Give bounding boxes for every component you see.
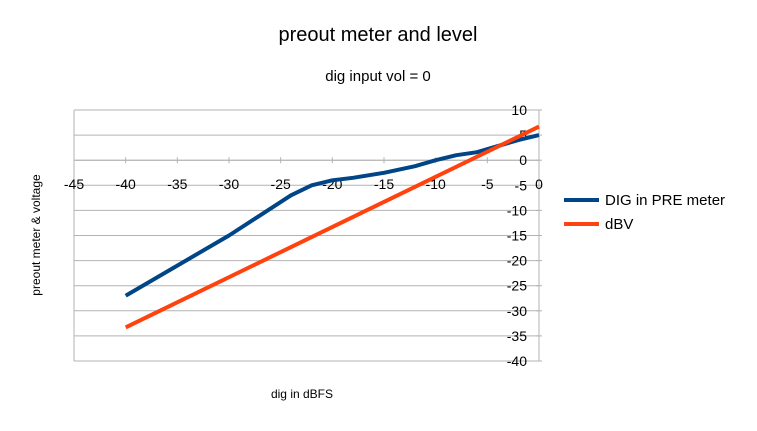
series-line-2 [124, 124, 540, 330]
grid [73, 109, 539, 362]
y-axis-label: preout meter & voltage [29, 174, 43, 296]
y-tick-label: -20 [507, 253, 527, 269]
x-tick-label: -30 [219, 176, 239, 192]
x-tick-label: -40 [116, 176, 136, 192]
chart-subtitle: dig input vol = 0 [325, 68, 431, 85]
legend-label-2: dBV [605, 216, 633, 233]
series-lines [124, 124, 540, 330]
x-tick-label: 0 [535, 176, 543, 192]
x-axis-label: dig in dBFS [271, 387, 333, 401]
y-tick-label: -5 [515, 177, 528, 193]
x-tick-label: -35 [167, 176, 187, 192]
y-tick-label: -40 [507, 353, 527, 369]
legend: DIG in PRE meter dBV [564, 192, 725, 233]
x-tick-label: -15 [374, 176, 394, 192]
y-tick-label: -35 [507, 328, 527, 344]
y-tick-label: -10 [507, 202, 527, 218]
y-tick-label: -15 [507, 228, 527, 244]
series-line-1 [124, 133, 540, 298]
y-tick-label: -25 [507, 278, 527, 294]
y-tick-label: 10 [511, 102, 527, 118]
x-tick-label: -25 [271, 176, 291, 192]
legend-label-1: DIG in PRE meter [605, 192, 725, 209]
chart-title: preout meter and level [278, 24, 477, 46]
y-tick-label: -30 [507, 303, 527, 319]
y-tick-label: 0 [519, 152, 527, 168]
x-tick-label: -5 [481, 176, 494, 192]
x-tick-label: -45 [64, 176, 84, 192]
